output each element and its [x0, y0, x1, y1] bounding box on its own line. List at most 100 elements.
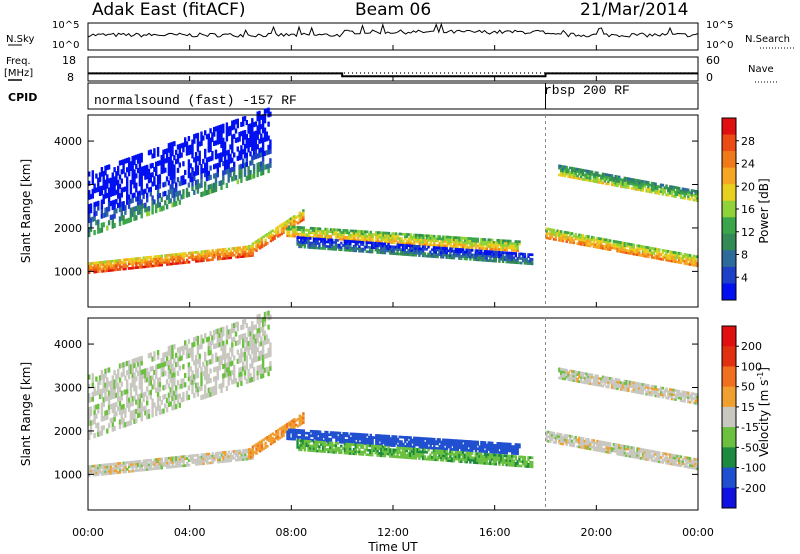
velocity-echo-cell [258, 332, 261, 338]
velocity-echo-cell [482, 447, 485, 451]
power-echo-cell [193, 134, 196, 140]
velocity-echo-cell [98, 468, 102, 472]
power-echo-cell [514, 240, 517, 243]
power-echo-cell [191, 255, 194, 259]
power-echo-cell [402, 239, 405, 243]
power-echo-cell [375, 231, 378, 234]
power-echo-cell [318, 229, 322, 233]
power-echo-cell [474, 253, 477, 257]
velocity-echo-cell [331, 431, 334, 434]
velocity-echo-cell [244, 448, 247, 452]
power-echo-cell [122, 205, 125, 211]
power-echo-cell [91, 179, 94, 185]
velocity-echo-cell [233, 452, 236, 455]
power-echo-cell [153, 255, 156, 259]
power-echo-cell [501, 258, 505, 261]
power-echo-cell [492, 250, 496, 254]
velocity-echo-cell [416, 441, 420, 444]
power-echo-cell [225, 122, 229, 128]
velocity-echo-cell [293, 437, 296, 441]
velocity-echo-cell [271, 432, 274, 436]
power-echo-cell [411, 253, 414, 257]
velocity-echo-cell [418, 443, 421, 447]
power-echo-cell [131, 259, 134, 263]
power-echo-cell [227, 252, 231, 255]
power-echo-cell [503, 248, 507, 252]
velocity-echo-cell [138, 365, 142, 371]
velocity-echo-cell [233, 456, 236, 460]
power-echo-cell [411, 244, 414, 248]
power-echo-cell [616, 175, 619, 179]
velocity-echo-cell [409, 443, 412, 446]
velocity-echo-cell [173, 367, 176, 373]
power-echo-cell [581, 168, 585, 172]
velocity-echo-cell [162, 357, 165, 363]
velocity-echo-cell [265, 339, 268, 345]
power-echo-cell [476, 253, 479, 257]
power-echo-cell [196, 255, 200, 258]
power-echo-cell [445, 238, 449, 241]
power-echo-cell [273, 237, 276, 240]
power-echo-cell [449, 251, 452, 255]
power-echo-cell [561, 165, 565, 168]
power-echo-cell [95, 266, 98, 269]
power-echo-cell [465, 257, 468, 261]
velocity-echo-cell [302, 416, 305, 420]
velocity-echo-cell [245, 346, 248, 352]
velocity-echo-cell [178, 346, 181, 352]
power-echo-cell [669, 259, 672, 263]
power-echo-cell [569, 240, 572, 244]
velocity-echo-cell [223, 368, 227, 374]
velocity-echo-cell [366, 438, 369, 441]
velocity-echo-cell [329, 440, 333, 443]
power-echo-cell [381, 251, 385, 255]
power-echo-cell [240, 250, 243, 254]
velocity-echo-cell [160, 462, 163, 465]
velocity-echo-cell [233, 336, 236, 342]
power-echo-cell [100, 190, 104, 196]
power-echo-cell [434, 255, 437, 259]
power-echo-cell [194, 166, 198, 172]
power-echo-cell [213, 251, 216, 254]
power-echo-cell [589, 240, 592, 243]
power-echo-cell [198, 150, 201, 156]
power-echo-cell [216, 139, 219, 145]
velocity-echo-cell [166, 459, 169, 462]
power-echo-cell [561, 235, 565, 238]
power-echo-cell [672, 185, 675, 189]
power-echo-cell [204, 148, 207, 154]
velocity-echo-cell [338, 440, 342, 444]
velocity-echo-cell [387, 439, 391, 443]
velocity-echo-cell [175, 385, 178, 391]
power-echo-cell [467, 255, 470, 259]
power-echo-cell [614, 242, 617, 246]
power-echo-cell [91, 216, 94, 222]
power-echo-cell [147, 173, 151, 179]
power-echo-cell [518, 240, 521, 244]
velocity-echo-cell [171, 386, 174, 392]
power-echo-cell [438, 244, 441, 247]
velocity-echo-cell [308, 436, 311, 440]
power-echo-cell [380, 246, 383, 250]
velocity-echo-cell [393, 442, 396, 445]
power-echo-cell [233, 152, 236, 158]
power-echo-cell [127, 217, 131, 223]
power-echo-cell [384, 231, 387, 235]
velocity-echo-cell [463, 448, 467, 452]
power-echo-cell [169, 161, 172, 167]
power-echo-cell [592, 173, 596, 176]
velocity-echo-cell [184, 340, 187, 346]
power-echo-cell [245, 120, 248, 126]
power-echo-cell [376, 248, 379, 252]
velocity-heatmap [88, 310, 699, 477]
power-echo-cell [422, 241, 425, 244]
power-echo-cell [335, 228, 338, 232]
velocity-echo-cell [115, 464, 118, 468]
power-echo-cell [514, 254, 517, 258]
power-echo-cell [164, 181, 167, 187]
velocity-echo-cell [167, 364, 171, 370]
power-echo-cell [295, 228, 298, 231]
power-echo-cell [243, 143, 247, 149]
power-echo-cell [516, 259, 519, 262]
power-echo-cell [340, 235, 343, 239]
